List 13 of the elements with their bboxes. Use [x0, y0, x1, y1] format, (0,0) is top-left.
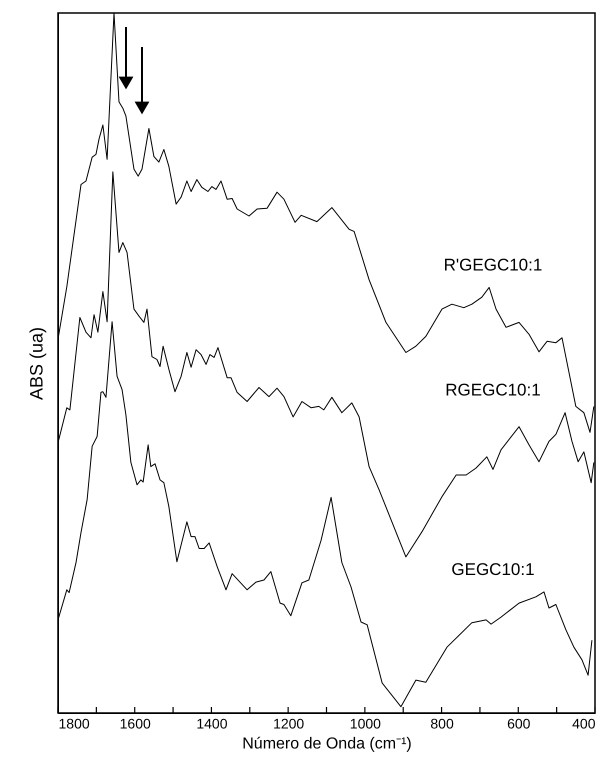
x-tick-label: 800 — [430, 716, 454, 732]
x-tick-label: 400 — [572, 716, 596, 732]
x-tick-label: 1600 — [120, 716, 151, 732]
series-label: RGEGC10:1 — [445, 380, 541, 400]
x-tick-label: 1800 — [58, 716, 90, 732]
x-tick-label: 1400 — [196, 716, 228, 732]
y-axis-title: ABS (ua) — [26, 326, 46, 400]
x-tick-label: 1200 — [273, 716, 304, 732]
x-axis-title: Número de Onda (cm⁻¹) — [242, 736, 412, 752]
x-tick-label: 1000 — [350, 716, 382, 732]
series-label: GEGC10:1 — [451, 560, 535, 579]
x-tick-label: 600 — [507, 716, 531, 732]
series-label: R'GEGC10:1 — [444, 255, 542, 274]
